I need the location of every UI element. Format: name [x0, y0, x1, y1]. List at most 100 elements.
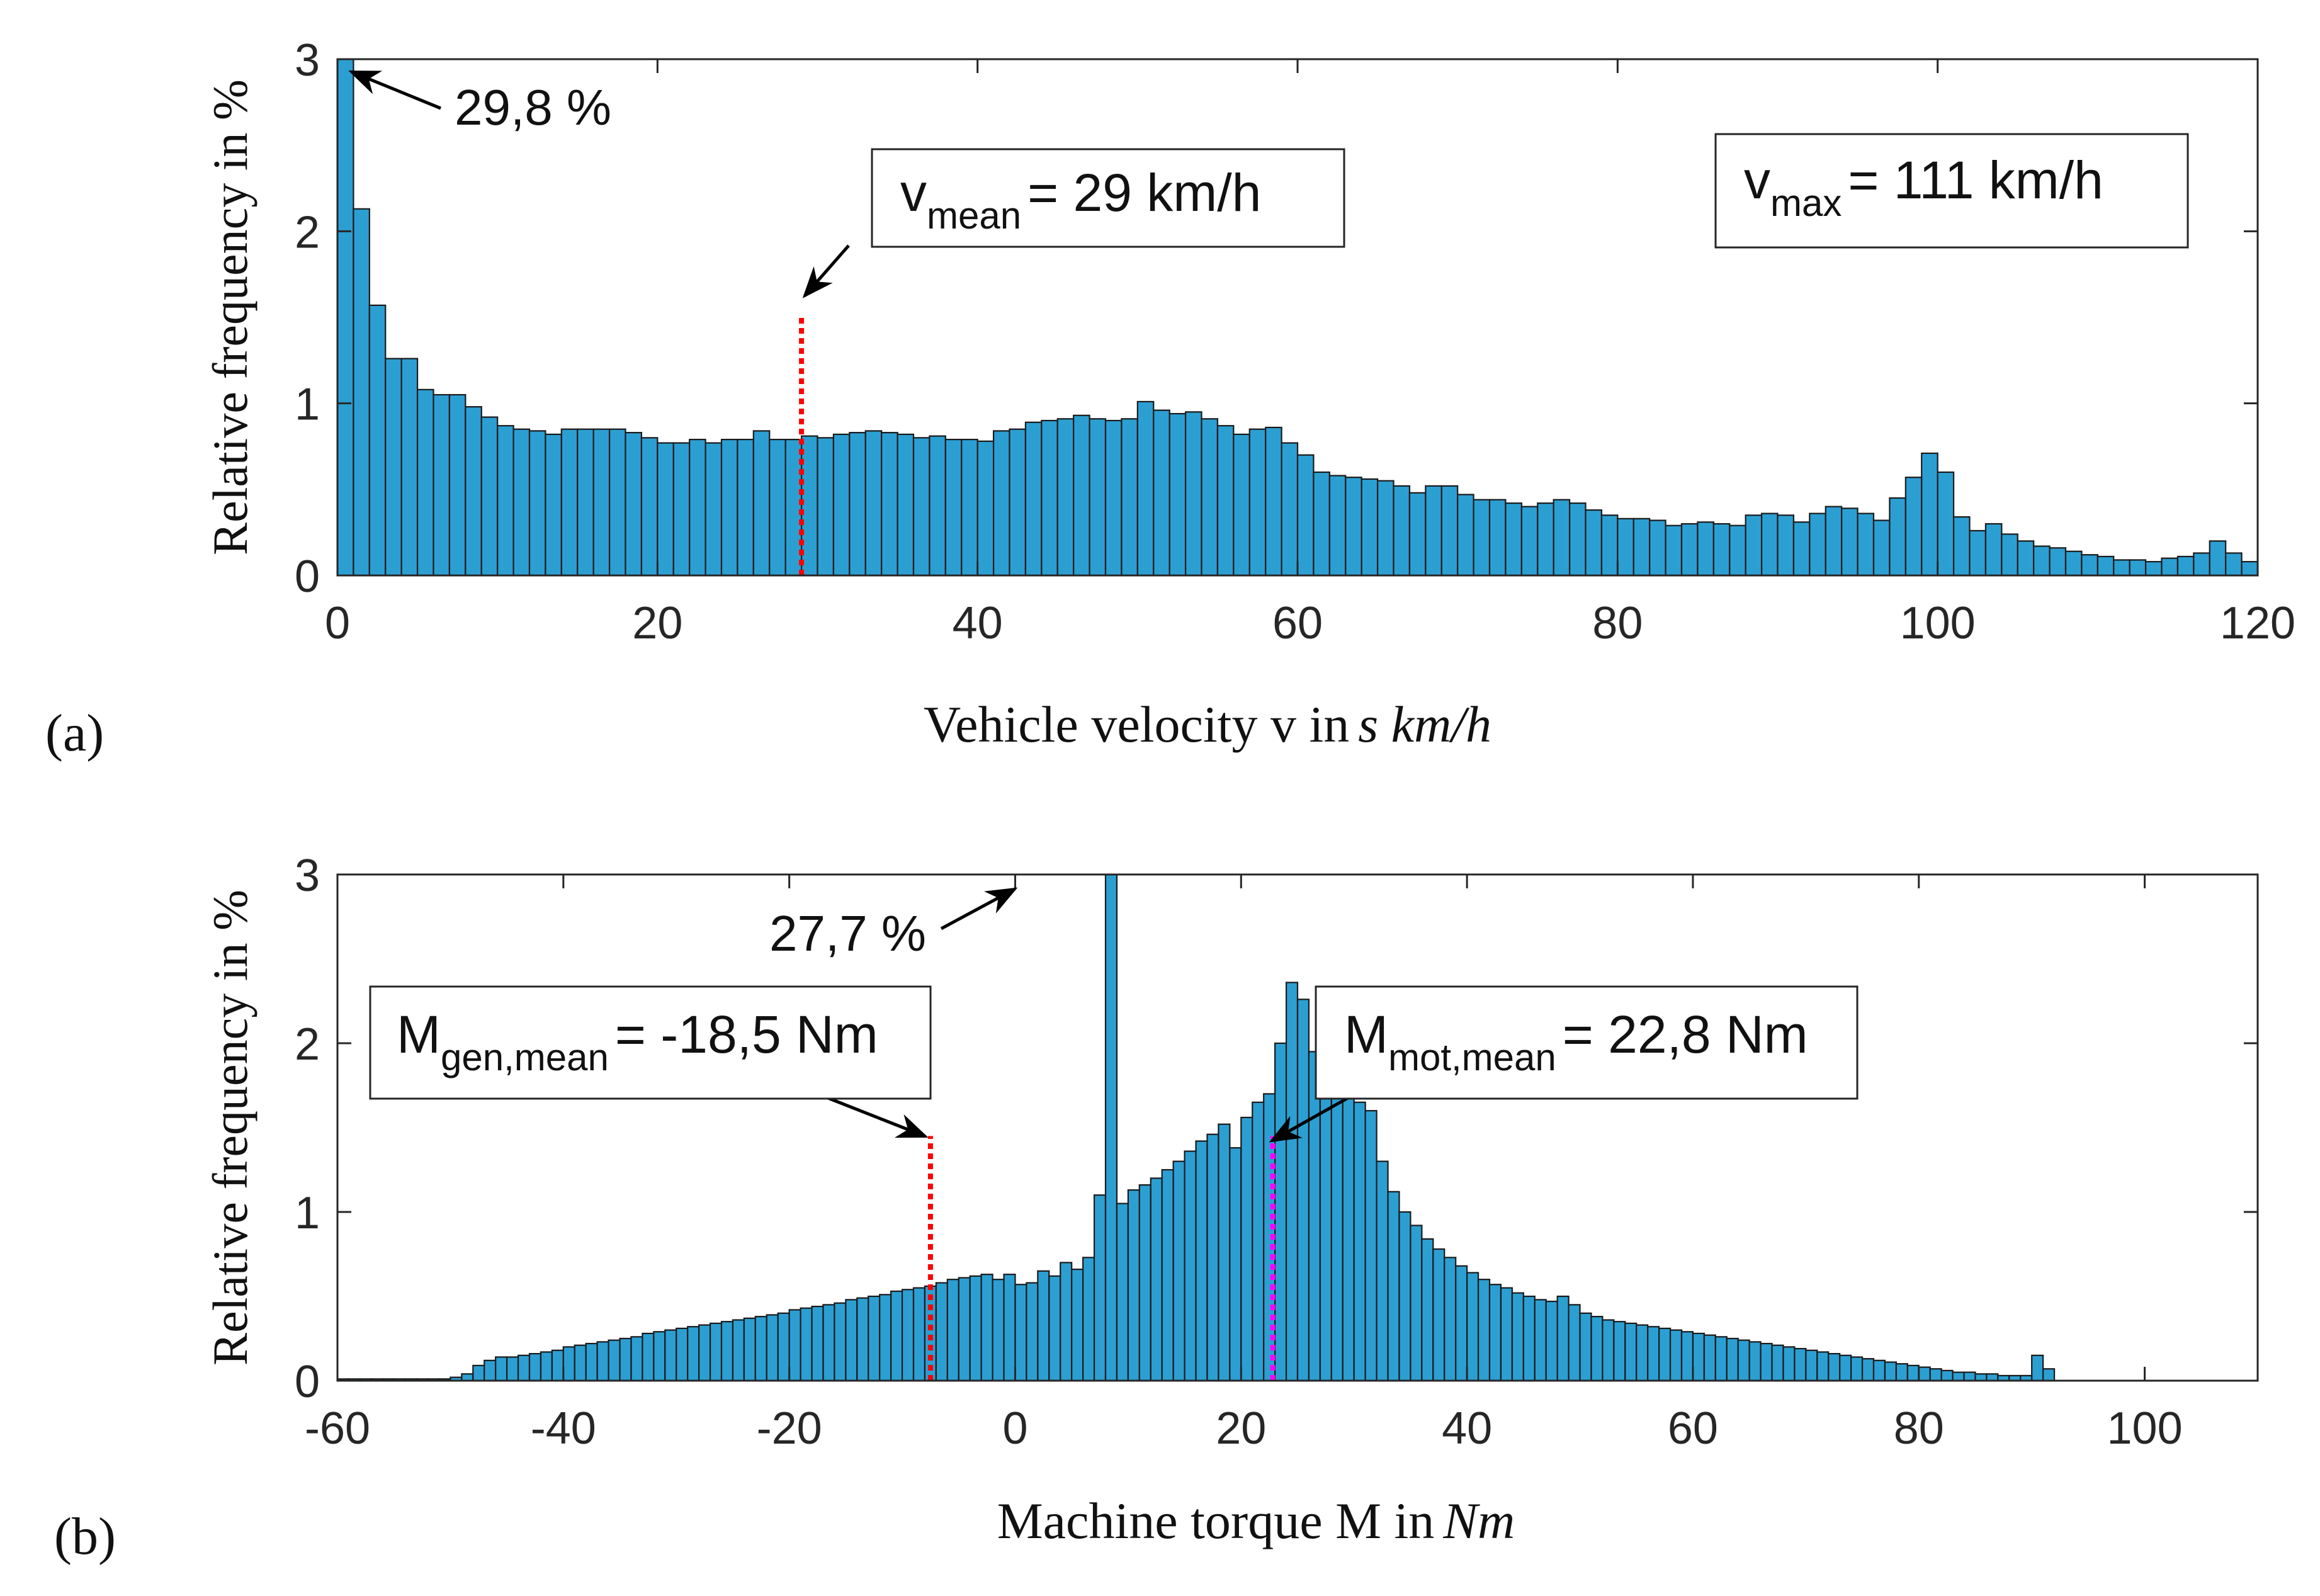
bar-a: [1024, 421, 1043, 577]
bar-b: [698, 1324, 711, 1382]
bar-b: [596, 1341, 609, 1382]
bar-a: [2161, 557, 2179, 577]
bar-a: [2049, 547, 2067, 577]
bar-a: [1712, 523, 1731, 577]
x-tick-label: 40: [1442, 1403, 1492, 1454]
bar-a: [2001, 533, 2018, 577]
bar-b: [822, 1304, 835, 1382]
chart-b-mot-box: [1315, 985, 1859, 1100]
bar-b: [1127, 1189, 1140, 1382]
bar-b: [551, 1349, 564, 1382]
bar-a: [657, 442, 674, 577]
bar-a: [720, 438, 738, 577]
x-tick-label: 60: [1668, 1403, 1718, 1454]
chart-b-mot-box-value: = 22,8 Nm: [1563, 1005, 1808, 1064]
bar-b: [1918, 1366, 1931, 1382]
bar-a: [2096, 555, 2115, 577]
bar-b: [687, 1326, 700, 1382]
bar-b: [461, 1373, 474, 1382]
bar-b: [528, 1353, 542, 1382]
chart-a-bars: [336, 58, 2259, 577]
bar-b: [1760, 1342, 1773, 1382]
bar-a: [1872, 519, 1891, 577]
bar-a: [2064, 550, 2083, 577]
bar-a: [1857, 512, 1875, 577]
bar-b: [1364, 1110, 1378, 1382]
bar-a: [1889, 497, 1906, 577]
x-tick-label: 20: [632, 598, 682, 648]
bar-a: [385, 358, 402, 577]
bar-b: [1511, 1292, 1524, 1382]
bar-b: [630, 1336, 643, 1382]
bar-b: [1421, 1238, 1434, 1382]
chart-b-mot-box-text: Mmot,mean = 22,8 Nm: [1344, 1005, 1808, 1078]
chart-a-max-box-sub: max: [1770, 182, 1842, 224]
bar-a: [336, 58, 354, 577]
bar-a: [1697, 521, 1714, 577]
bar-b: [754, 1316, 767, 1382]
bar-b: [1252, 1101, 1265, 1382]
bar-a: [465, 406, 482, 577]
bar-a: [1009, 428, 1027, 577]
chart-a-max-box-main: v: [1744, 150, 1770, 210]
bar-a: [577, 428, 594, 577]
bar-b: [1387, 1191, 1400, 1382]
bar-a: [817, 437, 835, 577]
bar-a: [497, 425, 514, 577]
bar-a: [1153, 409, 1170, 577]
bar-b: [1974, 1373, 1988, 1382]
bar-a: [1073, 414, 1090, 577]
bar-a: [1056, 418, 1075, 577]
chart-a-mean-box-main: v: [900, 163, 927, 222]
chart-a-max-box-value: = 111 km/h: [1848, 150, 2103, 210]
chart-b-gen-box-sub: gen,mean: [441, 1036, 609, 1078]
chart-b-peak-label: 27,7 %: [769, 905, 926, 961]
chart-b-axes-box: [336, 873, 2259, 1382]
bar-a: [881, 432, 898, 577]
bar-b: [1647, 1326, 1660, 1382]
bar-b: [653, 1331, 666, 1382]
bar-b: [472, 1364, 485, 1382]
bar-a: [2241, 561, 2259, 577]
bar-b: [1014, 1284, 1027, 1382]
bar-a: [1313, 471, 1330, 577]
bar-b: [1184, 1150, 1197, 1382]
bar-b: [935, 1282, 948, 1382]
chart-b-mot-arrow: [1269, 1094, 1354, 1143]
bar-a: [1632, 518, 1651, 577]
bar-b: [946, 1279, 959, 1382]
bar-a: [1233, 433, 1250, 577]
bar-b: [517, 1354, 531, 1382]
bar-a: [849, 432, 866, 577]
bar-b: [642, 1332, 655, 1382]
bar-b: [992, 1279, 1005, 1382]
chart-a-mean-box: [871, 148, 1345, 248]
bar-b: [766, 1314, 779, 1382]
bar-b: [1624, 1322, 1638, 1382]
bar-b: [1850, 1356, 1864, 1382]
bar-b: [890, 1290, 903, 1382]
bar-b: [1602, 1319, 1615, 1382]
bar-b: [1872, 1359, 1886, 1382]
bar-a: [2129, 559, 2147, 577]
x-tick-label: 40: [953, 598, 1003, 648]
bar-b: [1680, 1331, 1694, 1382]
bar-b: [1240, 1116, 1253, 1382]
bar-a: [1841, 507, 1859, 577]
bar-a: [929, 435, 946, 577]
bar-a: [1376, 480, 1395, 577]
bar-b: [1138, 1184, 1152, 1382]
bar-a: [640, 437, 659, 577]
bar-b: [1444, 1257, 1457, 1382]
bar-b: [1636, 1324, 1649, 1382]
bar-a: [912, 437, 931, 577]
bar-b: [800, 1307, 813, 1382]
bar-b: [1692, 1332, 1705, 1382]
x-tick-label: -60: [305, 1403, 370, 1454]
bar-a: [832, 433, 851, 577]
chart-a: 0 20 40 60 80 100 120 0 1 2 3 Relative frequency i…: [45, 35, 2295, 762]
bar-b: [1003, 1274, 1016, 1382]
bar-a: [368, 304, 387, 577]
bar-b: [1319, 1068, 1332, 1382]
chart-b-xlabel-main: Machine torque M in: [997, 1492, 1435, 1549]
